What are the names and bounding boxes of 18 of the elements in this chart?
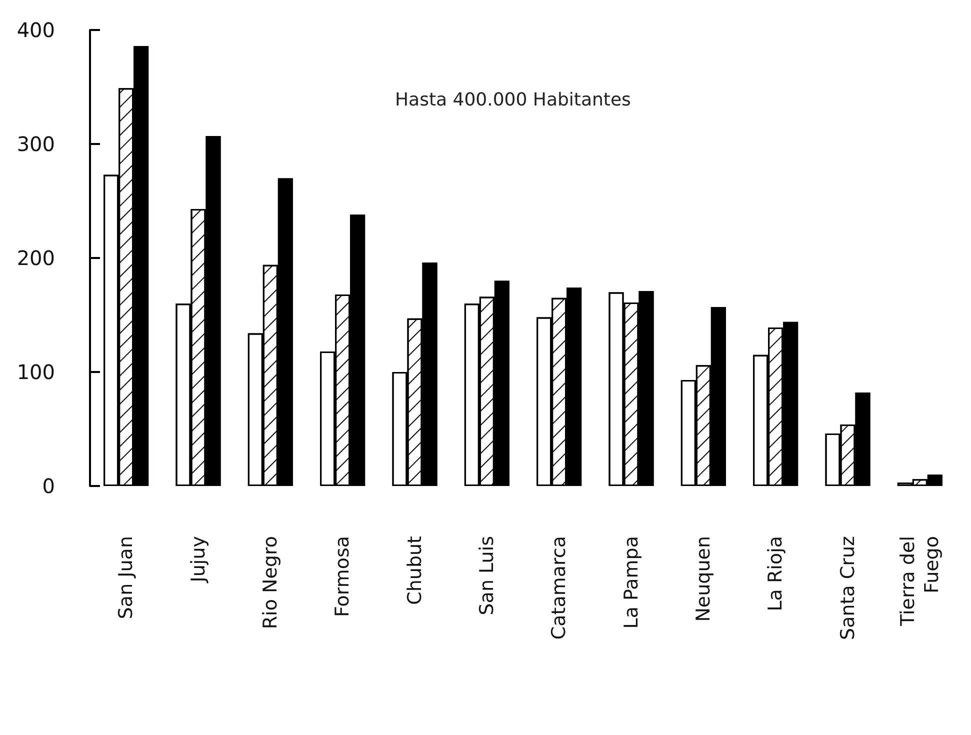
x-tick-label: Tierra del Fuego bbox=[896, 536, 943, 627]
x-tick-label: Santa Cruz bbox=[836, 536, 859, 640]
y-tick-label: 300 bbox=[16, 132, 55, 156]
x-tick-label: Catamarca bbox=[548, 536, 570, 640]
x-tick-label: San Juan bbox=[115, 536, 138, 620]
x-tick-label: La Pampa bbox=[620, 536, 642, 629]
x-tick-label: San Luis bbox=[476, 536, 498, 616]
y-tick-label: 200 bbox=[16, 246, 55, 270]
x-tick-label: Formosa bbox=[332, 536, 354, 618]
y-tick-label: 0 bbox=[42, 474, 55, 498]
x-tick-label: Chubut bbox=[404, 536, 426, 605]
x-tick-label: Rio Negro bbox=[259, 536, 282, 630]
text: Hasta 400.000 Habitantes bbox=[395, 90, 631, 110]
y-tick-label: 100 bbox=[16, 360, 55, 384]
y-tick-label: 400 bbox=[16, 18, 55, 42]
x-tick-label: Neuquen bbox=[692, 536, 714, 622]
x-tick-label: Jujuy bbox=[187, 536, 210, 584]
x-tick-label: La Rioja bbox=[764, 536, 787, 612]
